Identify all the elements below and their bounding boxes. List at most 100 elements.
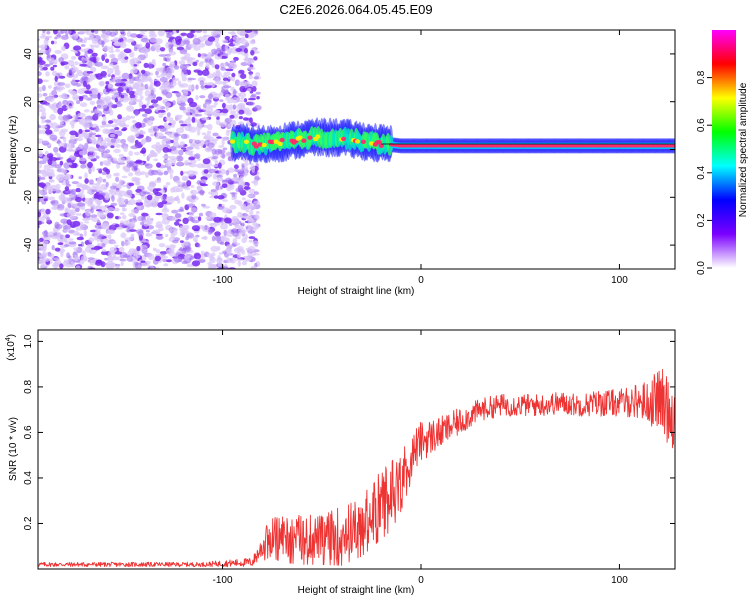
- noise-cell: [191, 116, 196, 123]
- noise-cell: [84, 90, 92, 94]
- noise-cell: [109, 54, 116, 58]
- noise-cell: [139, 77, 145, 82]
- noise-cell: [72, 67, 79, 72]
- noise-cell: [54, 76, 58, 82]
- noise-cell: [207, 123, 213, 131]
- noise-cell: [248, 236, 256, 240]
- noise-cell: [160, 252, 166, 256]
- noise-cell: [131, 166, 138, 172]
- noise-cell: [144, 89, 151, 97]
- noise-cell: [253, 179, 259, 186]
- noise-cell: [240, 39, 249, 45]
- noise-cell: [89, 34, 94, 40]
- spectrogram-y-tick-label: 20: [23, 96, 34, 108]
- noise-cell: [231, 72, 236, 78]
- noise-cell: [219, 99, 224, 102]
- noise-cell: [115, 227, 124, 230]
- noise-cell: [253, 105, 262, 111]
- noise-cell: [241, 163, 245, 168]
- band-core-cell: [360, 139, 366, 144]
- noise-cell: [94, 259, 103, 266]
- noise-cell: [199, 95, 206, 99]
- noise-cell: [32, 61, 36, 65]
- noise-cell: [165, 105, 169, 111]
- noise-cell: [237, 200, 243, 207]
- noise-cell: [38, 163, 42, 169]
- noise-cell: [33, 178, 38, 182]
- noise-cell: [132, 82, 141, 89]
- colorbar: 0.0 0.2 0.4 0.6 0.8 Normalized spectral ampl…: [696, 30, 749, 275]
- noise-cell: [68, 238, 74, 241]
- noise-cell: [98, 234, 105, 238]
- noise-cell: [157, 30, 165, 37]
- noise-cell: [233, 173, 238, 178]
- noise-cell: [244, 52, 249, 59]
- noise-cell: [249, 117, 253, 124]
- noise-cell: [135, 139, 139, 145]
- noise-cell: [61, 45, 66, 52]
- noise-cell: [252, 240, 259, 246]
- noise-cell: [110, 57, 119, 64]
- noise-cell: [60, 250, 64, 258]
- noise-cell: [127, 135, 136, 142]
- noise-cell: [102, 99, 106, 104]
- noise-cell: [62, 225, 71, 231]
- noise-cell: [109, 79, 117, 83]
- noise-cell: [170, 81, 177, 87]
- noise-cell: [133, 151, 140, 156]
- noise-cell: [237, 170, 245, 177]
- noise-cell: [198, 42, 206, 48]
- noise-cell: [182, 217, 189, 224]
- noise-cell: [211, 63, 216, 68]
- noise-cell: [230, 119, 237, 126]
- noise-cell: [81, 160, 86, 165]
- noise-cell: [54, 221, 60, 229]
- noise-cell: [150, 99, 159, 104]
- noise-cell: [209, 212, 217, 218]
- noise-cell: [190, 189, 198, 196]
- noise-cell: [182, 224, 190, 230]
- noise-cell: [75, 227, 84, 231]
- noise-cell: [180, 32, 187, 36]
- noise-cell: [222, 102, 226, 109]
- noise-cell: [248, 97, 256, 101]
- noise-cell: [46, 31, 51, 35]
- noise-cell: [102, 108, 111, 115]
- noise-cell: [148, 153, 152, 159]
- noise-cell: [227, 76, 233, 80]
- noise-cell: [56, 33, 62, 38]
- noise-cell: [178, 149, 184, 156]
- noise-cell: [38, 245, 44, 249]
- noise-cell: [71, 33, 79, 40]
- noise-cell: [73, 74, 78, 79]
- noise-cell: [211, 188, 218, 193]
- noise-cell: [33, 139, 37, 145]
- noise-cell: [243, 166, 249, 171]
- noise-cell: [103, 153, 107, 159]
- noise-cell: [183, 171, 190, 174]
- noise-cell: [250, 165, 256, 170]
- noise-cell: [146, 98, 150, 106]
- noise-cell: [97, 39, 104, 45]
- noise-cell: [53, 40, 58, 45]
- noise-cell: [180, 170, 184, 176]
- noise-cell: [200, 179, 207, 184]
- noise-cell: [42, 30, 46, 33]
- noise-cell: [224, 217, 232, 224]
- noise-cell: [138, 130, 146, 135]
- noise-cell: [253, 191, 259, 195]
- noise-cell: [60, 30, 68, 34]
- noise-cell: [139, 30, 148, 33]
- noise-cell: [32, 153, 37, 156]
- noise-cell: [79, 96, 84, 102]
- noise-cell: [52, 64, 58, 68]
- noise-cell: [101, 30, 106, 34]
- noise-cell: [128, 182, 135, 187]
- noise-cell: [62, 234, 66, 241]
- noise-cell: [195, 59, 199, 63]
- noise-cell: [192, 236, 198, 242]
- noise-cell: [152, 247, 157, 252]
- noise-cell: [141, 262, 147, 266]
- noise-cell: [240, 97, 245, 100]
- noise-cell: [253, 200, 260, 205]
